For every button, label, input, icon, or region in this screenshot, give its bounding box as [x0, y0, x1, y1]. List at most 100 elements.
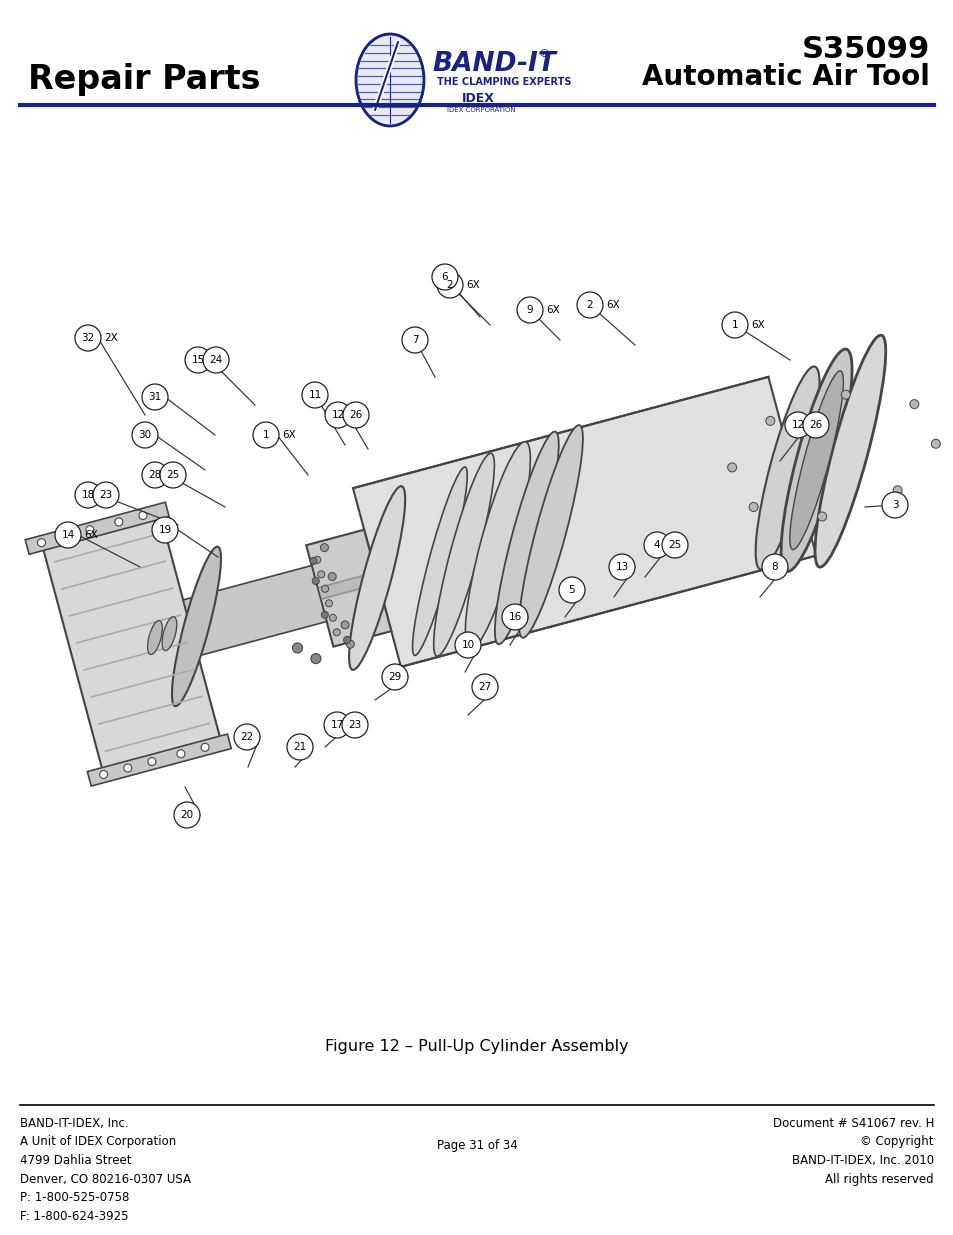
Circle shape	[114, 517, 123, 526]
Circle shape	[472, 674, 497, 700]
Circle shape	[892, 485, 902, 495]
Text: 7: 7	[412, 335, 417, 345]
Text: 10: 10	[461, 640, 474, 650]
Text: ®: ®	[538, 49, 550, 59]
Circle shape	[325, 403, 351, 429]
Text: 6X: 6X	[750, 320, 764, 330]
Circle shape	[329, 614, 336, 621]
Text: 29: 29	[388, 672, 401, 682]
Circle shape	[142, 384, 168, 410]
Text: 9: 9	[526, 305, 533, 315]
Text: 23: 23	[348, 720, 361, 730]
Circle shape	[302, 382, 328, 408]
Circle shape	[86, 526, 93, 534]
Circle shape	[75, 325, 101, 351]
Circle shape	[341, 621, 349, 629]
Circle shape	[341, 713, 368, 739]
Circle shape	[432, 264, 457, 290]
Circle shape	[148, 757, 155, 766]
Polygon shape	[353, 377, 816, 667]
Text: 28: 28	[149, 471, 161, 480]
Circle shape	[75, 482, 101, 508]
Text: 6: 6	[441, 272, 448, 282]
Circle shape	[608, 555, 635, 580]
Text: 27: 27	[477, 682, 491, 692]
Circle shape	[761, 555, 787, 580]
Ellipse shape	[434, 453, 494, 656]
Circle shape	[132, 422, 158, 448]
Circle shape	[721, 312, 747, 338]
Ellipse shape	[814, 335, 884, 567]
Text: 6X: 6X	[282, 430, 295, 440]
Text: 26: 26	[349, 410, 362, 420]
Text: 3: 3	[891, 500, 898, 510]
Circle shape	[203, 347, 229, 373]
Circle shape	[139, 511, 147, 520]
Circle shape	[185, 347, 211, 373]
Text: BAND-IT: BAND-IT	[432, 51, 556, 77]
Circle shape	[233, 724, 260, 750]
Circle shape	[930, 440, 940, 448]
Text: Automatic Air Tool: Automatic Air Tool	[641, 63, 929, 91]
Circle shape	[55, 522, 81, 548]
Circle shape	[517, 296, 542, 324]
Circle shape	[841, 390, 849, 399]
Circle shape	[909, 400, 918, 409]
Ellipse shape	[789, 370, 842, 550]
Text: 25: 25	[166, 471, 179, 480]
Circle shape	[99, 771, 108, 778]
Circle shape	[817, 513, 826, 521]
Text: 2: 2	[446, 280, 453, 290]
Text: 6X: 6X	[84, 530, 97, 540]
Circle shape	[455, 632, 480, 658]
Circle shape	[436, 272, 462, 298]
Circle shape	[124, 764, 132, 772]
Text: 22: 22	[240, 732, 253, 742]
Circle shape	[328, 573, 335, 580]
Ellipse shape	[172, 547, 221, 706]
Ellipse shape	[781, 350, 851, 572]
Circle shape	[253, 422, 278, 448]
Text: 18: 18	[81, 490, 94, 500]
Text: 2X: 2X	[104, 333, 117, 343]
Text: 17: 17	[330, 720, 343, 730]
Text: 6X: 6X	[545, 305, 559, 315]
Text: 20: 20	[180, 810, 193, 820]
Circle shape	[321, 611, 328, 619]
Text: 25: 25	[668, 540, 680, 550]
Text: 24: 24	[209, 354, 222, 366]
Text: 12: 12	[791, 420, 803, 430]
Circle shape	[882, 492, 907, 517]
Circle shape	[317, 571, 324, 578]
Circle shape	[152, 517, 178, 543]
Text: 30: 30	[138, 430, 152, 440]
Circle shape	[333, 629, 340, 636]
Text: Repair Parts: Repair Parts	[28, 63, 260, 96]
Circle shape	[320, 543, 328, 552]
Circle shape	[201, 743, 209, 751]
Circle shape	[37, 538, 46, 547]
Ellipse shape	[148, 620, 162, 655]
Circle shape	[92, 482, 119, 508]
Text: 4: 4	[653, 540, 659, 550]
Text: 21: 21	[294, 742, 306, 752]
Text: 12: 12	[331, 410, 344, 420]
Ellipse shape	[465, 442, 530, 650]
Circle shape	[62, 532, 70, 540]
Text: 6X: 6X	[465, 280, 479, 290]
Circle shape	[173, 802, 200, 827]
Circle shape	[558, 577, 584, 603]
Text: THE CLAMPING EXPERTS: THE CLAMPING EXPERTS	[436, 77, 571, 86]
Circle shape	[325, 600, 333, 606]
Circle shape	[293, 643, 302, 653]
Text: 13: 13	[615, 562, 628, 572]
Circle shape	[381, 664, 408, 690]
Text: 23: 23	[99, 490, 112, 500]
Text: 11: 11	[308, 390, 321, 400]
Polygon shape	[42, 513, 220, 771]
Text: 31: 31	[149, 391, 161, 403]
Circle shape	[314, 556, 320, 563]
Circle shape	[401, 327, 428, 353]
Text: Page 31 of 34: Page 31 of 34	[436, 1139, 517, 1151]
Circle shape	[343, 403, 369, 429]
